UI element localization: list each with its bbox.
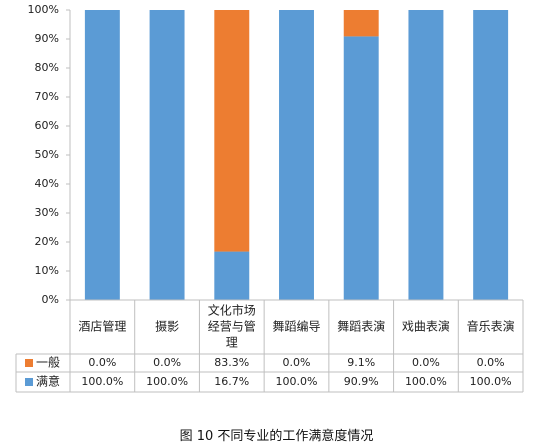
y-tick-label: 40% <box>35 177 59 190</box>
category-label: 经营与管 <box>208 319 256 334</box>
table-cell: 9.1% <box>347 356 375 369</box>
table-cell: 100.0% <box>81 375 123 388</box>
stacked-bar-chart: 0% 10% 20% 30% 40% 50% 60% 70% 80% 90% 100% 酒店管理 摄影 文… <box>15 3 524 393</box>
y-tick-label: 10% <box>35 264 59 277</box>
bar-satisfied-6 <box>473 10 509 300</box>
y-tick-label: 60% <box>35 119 59 132</box>
table-cell: 100.0% <box>470 375 512 388</box>
category-label: 文化市场 <box>208 303 256 318</box>
y-tick-label: 0% <box>42 293 59 306</box>
y-tick-label: 90% <box>35 32 59 45</box>
category-label: 舞蹈表演 <box>337 319 385 334</box>
table-cell: 0.0% <box>283 356 311 369</box>
table-cell: 0.0% <box>412 356 440 369</box>
category-label: 戏曲表演 <box>402 319 450 334</box>
table-cell: 100.0% <box>146 375 188 388</box>
y-tick-label: 80% <box>35 61 59 74</box>
table-cell: 0.0% <box>88 356 116 369</box>
y-tick-label: 30% <box>35 206 59 219</box>
y-tick-label: 20% <box>35 235 59 248</box>
category-label: 理 <box>226 336 238 350</box>
figure-caption: 图 10 不同专业的工作满意度情况 <box>179 429 374 444</box>
category-label: 摄影 <box>155 319 179 334</box>
bar-satisfied-1 <box>149 10 185 300</box>
table-cell: 83.3% <box>214 356 249 369</box>
table-cell: 16.7% <box>214 375 249 388</box>
legend-label: 满意 <box>36 374 60 389</box>
y-tick-label: 70% <box>35 90 59 103</box>
table-cell: 100.0% <box>276 375 318 388</box>
table-cell: 0.0% <box>153 356 181 369</box>
legend-key <box>25 378 33 386</box>
category-label: 音乐表演 <box>467 319 515 334</box>
table-cell: 0.0% <box>477 356 505 369</box>
bar-satisfied-5 <box>408 10 444 300</box>
bar-satisfied-4 <box>343 36 379 300</box>
bar-satisfied-3 <box>279 10 314 300</box>
bar-average-4 <box>343 10 379 37</box>
legend-key <box>25 359 33 367</box>
legend-label: 一般 <box>36 355 60 370</box>
table-cell: 90.9% <box>344 375 379 388</box>
y-tick-label: 100% <box>28 3 59 16</box>
table-cell: 100.0% <box>405 375 447 388</box>
bar-satisfied-0 <box>84 10 120 300</box>
category-label: 舞蹈编导 <box>272 319 320 334</box>
bar-satisfied-2 <box>214 251 250 300</box>
bar-average-2 <box>214 10 250 252</box>
y-tick-label: 50% <box>35 148 59 161</box>
category-label: 酒店管理 <box>78 319 126 334</box>
